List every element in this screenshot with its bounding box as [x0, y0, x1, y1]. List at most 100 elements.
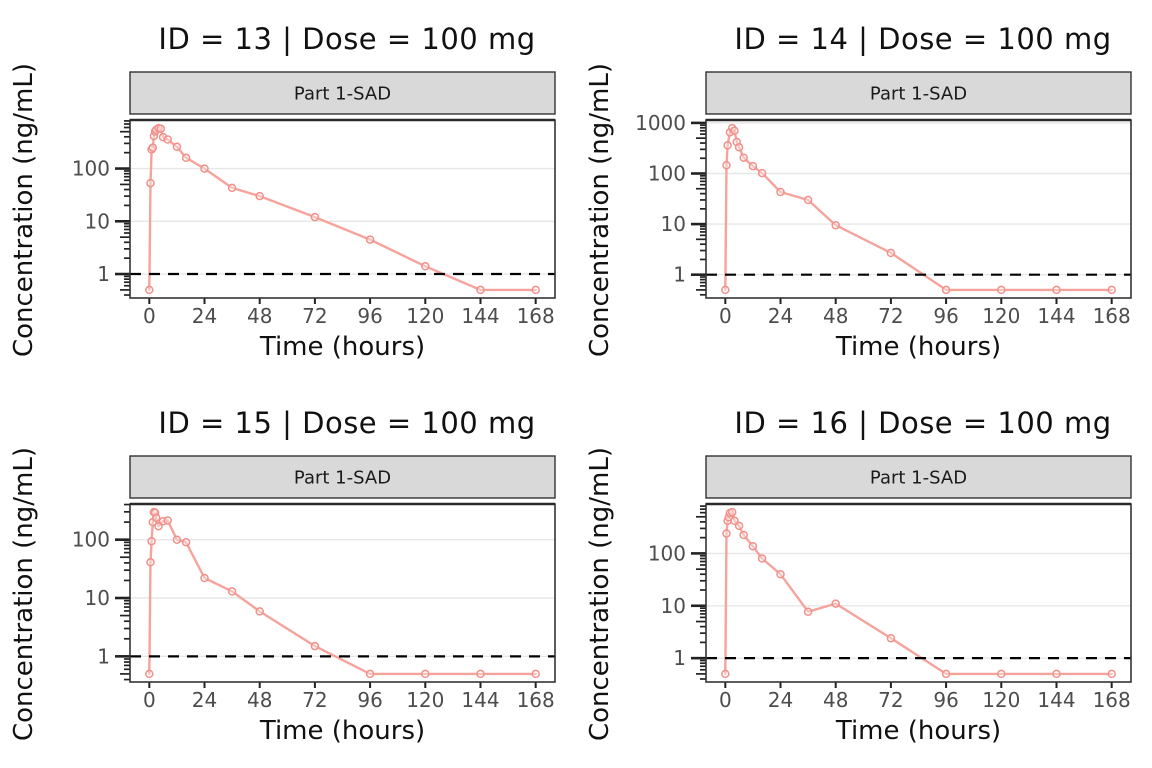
data-point-marker — [163, 516, 172, 525]
facet-strip-label: Part 1-SAD — [294, 468, 391, 489]
data-point-marker — [886, 248, 896, 258]
x-tick-label: 168 — [517, 304, 555, 328]
x-tick-label: 72 — [878, 688, 903, 712]
chart-title: ID = 14 | Dose = 100 mg — [734, 22, 1112, 56]
data-point-marker — [163, 135, 172, 144]
data-point-marker — [1107, 285, 1116, 295]
y-tick-label: 100 — [648, 541, 686, 565]
data-point-marker — [255, 607, 264, 616]
data-point-marker — [730, 126, 739, 135]
x-tick-label: 96 — [933, 304, 958, 328]
concentration-time-chart: Part 1-SAD 1 10 100 0 24 48 72 96 120 144 168 — [72, 455, 556, 712]
y-tick-label: 10 — [85, 586, 110, 610]
x-tick-label: 72 — [302, 688, 327, 712]
data-point-marker — [886, 633, 896, 643]
data-point-marker — [200, 573, 209, 583]
x-tick-label: 96 — [357, 304, 382, 328]
y-tick-label: 1 — [97, 262, 110, 286]
data-point-marker — [722, 529, 731, 538]
y-tick-label: 1 — [97, 644, 110, 668]
x-tick-label: 168 — [1093, 304, 1131, 328]
x-tick-label: 120 — [982, 304, 1020, 328]
data-point-marker — [147, 536, 156, 546]
data-point-marker — [1052, 669, 1061, 679]
x-tick-label: 144 — [1037, 304, 1075, 328]
data-point-marker — [757, 554, 767, 563]
data-point-marker — [997, 285, 1006, 295]
data-point-marker — [730, 516, 739, 526]
data-point-marker — [734, 521, 744, 531]
x-tick-label: 24 — [768, 688, 793, 712]
y-tick-label: 1 — [673, 646, 686, 670]
x-tick-label: 120 — [406, 688, 444, 712]
x-tick-label: 48 — [247, 304, 272, 328]
x-tick-label: 72 — [878, 304, 903, 328]
x-tick-label: 24 — [768, 304, 793, 328]
panel-background — [706, 120, 1131, 298]
data-point-marker — [310, 641, 320, 651]
data-point-marker — [181, 538, 191, 547]
x-axis-title: Time (hours) — [835, 332, 1002, 362]
data-point-marker — [172, 535, 182, 544]
data-point-marker — [365, 235, 375, 244]
series-line — [724, 126, 1113, 292]
data-point-marker — [421, 262, 430, 271]
data-point-marker — [1107, 669, 1116, 679]
panel-background — [130, 120, 555, 298]
y-tick-label: 1 — [673, 263, 686, 287]
concentration-time-chart: Part 1-SAD 1 10 100 0 24 48 72 96 120 144 168 — [648, 455, 1132, 712]
x-tick-label: 48 — [247, 688, 272, 712]
x-tick-label: 144 — [461, 304, 499, 328]
chart-title: ID = 15 | Dose = 100 mg — [158, 406, 536, 440]
data-point-marker — [721, 285, 730, 295]
data-point-marker — [531, 285, 540, 295]
data-point-marker — [776, 187, 785, 197]
facet-strip-label: Part 1-SAD — [294, 84, 391, 105]
x-tick-label: 168 — [1093, 688, 1131, 712]
x-tick-label: 96 — [357, 688, 382, 712]
data-point-marker — [803, 607, 813, 616]
x-axis-title: Time (hours) — [835, 716, 1002, 746]
data-point-marker — [148, 143, 158, 152]
data-point-marker — [200, 164, 209, 173]
data-point-marker — [723, 141, 732, 150]
data-point-marker — [757, 168, 767, 178]
data-point-marker — [310, 212, 320, 222]
y-tick-label: 100 — [72, 528, 110, 552]
data-point-marker — [748, 541, 758, 551]
y-tick-label: 100 — [72, 157, 110, 181]
data-point-marker — [146, 178, 155, 188]
facet-strip — [705, 455, 1132, 499]
x-tick-label: 48 — [823, 304, 848, 328]
x-axis-title: Time (hours) — [259, 716, 426, 746]
data-point-marker — [941, 669, 951, 679]
x-tick-label: 96 — [933, 688, 958, 712]
data-point-marker — [156, 124, 166, 133]
x-tick-label: 0 — [143, 688, 156, 712]
chart-title: ID = 13 | Dose = 100 mg — [158, 22, 536, 56]
x-tick-label: 168 — [517, 688, 555, 712]
panel-cell-id-16: ID = 16 | Dose = 100 mg Concentration (n… — [576, 384, 1152, 768]
panel-cell-id-13: ID = 13 | Dose = 100 mg Concentration (n… — [0, 0, 576, 384]
data-point-marker — [531, 669, 540, 679]
x-tick-label: 0 — [143, 304, 156, 328]
x-tick-label: 72 — [302, 304, 327, 328]
chart-title: ID = 16 | Dose = 100 mg — [734, 406, 1112, 440]
panel-cell-id-15: ID = 15 | Dose = 100 mg Concentration (n… — [0, 384, 576, 768]
x-tick-label: 24 — [192, 688, 217, 712]
panel-cell-id-14: ID = 14 | Dose = 100 mg Concentration (n… — [576, 0, 1152, 384]
x-axis-title: Time (hours) — [259, 332, 426, 362]
data-point-marker — [831, 220, 840, 230]
data-point-marker — [172, 142, 182, 152]
data-point-marker — [227, 587, 237, 596]
x-tick-label: 144 — [461, 688, 499, 712]
x-tick-label: 0 — [719, 304, 732, 328]
x-tick-label: 0 — [719, 688, 732, 712]
y-tick-label: 1000 — [635, 111, 686, 135]
data-point-marker — [997, 669, 1006, 679]
facet-strip-label: Part 1-SAD — [870, 468, 967, 489]
x-tick-label: 120 — [406, 304, 444, 328]
panel-background — [706, 504, 1131, 682]
data-point-marker — [721, 669, 730, 679]
